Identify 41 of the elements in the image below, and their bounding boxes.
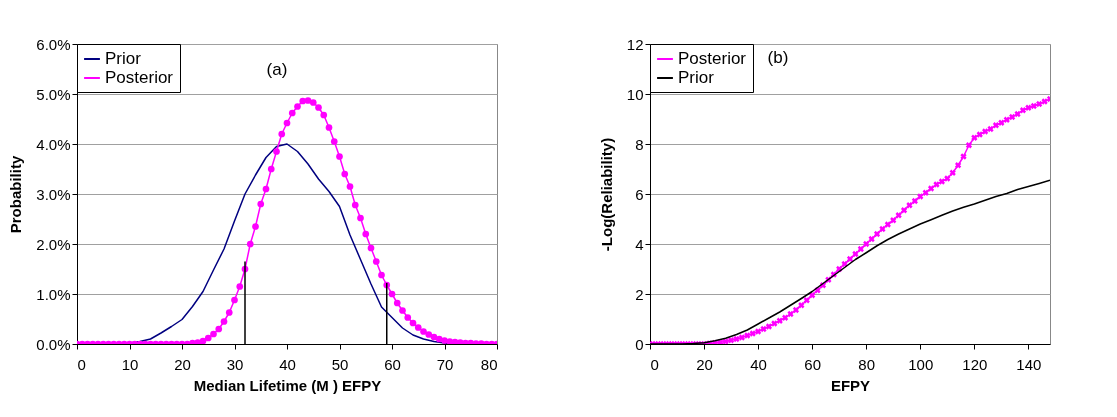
x-tick-label: 80 <box>480 355 498 373</box>
y-tick-label: 6.0% <box>36 35 71 53</box>
legend-label: Posterior <box>105 68 174 87</box>
x-tick-label: 20 <box>696 355 713 373</box>
x-axis-title: Median Lifetime (M ) EFPY <box>193 376 382 394</box>
x-tick-label: 40 <box>750 355 767 373</box>
y-tick-label: 4.0% <box>36 135 71 153</box>
legend-label: Posterior <box>678 49 747 68</box>
x-tick-label: 80 <box>858 355 876 373</box>
x-tick-label: 70 <box>436 355 454 373</box>
x-tick-label: 0 <box>650 355 659 373</box>
x-tick-label: 50 <box>331 355 349 373</box>
x-tick-label: 100 <box>908 355 934 373</box>
y-tick-label: 3.0% <box>36 185 71 203</box>
x-axis-title: EFPY <box>830 376 871 394</box>
y-tick-label: 8 <box>635 135 644 153</box>
legend-label: Prior <box>105 49 142 68</box>
y-tick-label: 2 <box>635 285 644 303</box>
x-tick-label: 60 <box>384 355 401 373</box>
y-tick-label: 0 <box>635 335 644 353</box>
x-tick-label: 40 <box>279 355 296 373</box>
y-tick-label: 2.0% <box>36 235 71 253</box>
y-axis-title: -Log(Reliability) <box>597 137 615 252</box>
y-tick-label: 4 <box>635 235 644 253</box>
x-tick-label: 30 <box>226 355 244 373</box>
x-tick-label: 140 <box>1016 355 1042 373</box>
y-tick-label: 12 <box>626 35 644 53</box>
annotation: (a) <box>266 60 288 79</box>
x-tick-label: 0 <box>77 355 86 373</box>
x-tick-label: 120 <box>962 355 988 373</box>
y-tick-label: 1.0% <box>36 285 71 303</box>
y-tick-label: 6 <box>635 185 644 203</box>
y-axis-title: Probability <box>7 155 25 234</box>
x-tick-label: 10 <box>121 355 139 373</box>
y-tick-label: 10 <box>626 85 644 103</box>
y-tick-label: 5.0% <box>36 85 71 103</box>
y-tick-label: 0.0% <box>36 335 71 353</box>
legend-label: Prior <box>678 68 715 87</box>
x-tick-label: 60 <box>804 355 822 373</box>
annotation: (b) <box>767 48 789 67</box>
x-tick-label: 20 <box>174 355 191 373</box>
